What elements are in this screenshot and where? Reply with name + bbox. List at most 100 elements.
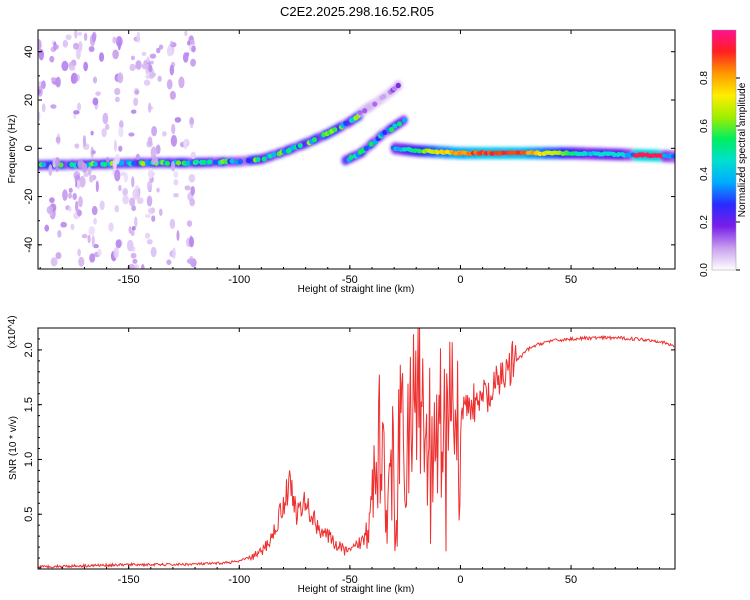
noise-speck [130,55,135,61]
noise-speck [141,51,147,56]
feature-blob [119,160,125,166]
feature-blob [193,159,200,165]
feature-blob [362,108,368,114]
figure-title: C2E2.2025.298.16.52.R05 [280,4,434,19]
noise-speck [143,60,147,66]
noise-speck [93,217,97,225]
noise-speck [118,145,123,152]
feature-blob [363,145,369,152]
noise-speck [156,47,161,54]
noise-speck [75,200,79,213]
noise-speck [41,80,46,90]
feature-blob [396,121,403,127]
noise-speck [144,213,151,218]
feature-blob [372,101,378,107]
y-tick-label: 1.0 [23,452,35,467]
noise-speck [150,246,157,258]
noise-speck [189,198,195,207]
feature-blob [146,160,152,166]
noise-speck [87,166,92,176]
noise-speck [171,123,176,135]
noise-speck [151,126,158,137]
feature-blob [281,148,287,155]
feature-lower-branch [341,115,408,166]
spectrogram-y-axis-label: Frequency (Hz) [7,115,18,184]
noise-speck [176,230,180,242]
colorbar-tick-label: 0.8 [699,71,710,85]
feature-blob [311,137,318,143]
x-tick-label: -50 [342,274,358,286]
noise-speck [72,192,77,200]
feature-blob [255,156,261,163]
noise-speck [115,36,123,47]
x-tick-label: 0 [457,574,463,586]
noise-speck [76,179,81,190]
noise-speck [114,169,121,182]
feature-blob [392,123,398,129]
noise-speck [169,90,176,100]
noise-speck [158,44,164,50]
colorbar-tick-label: 0.4 [699,167,710,181]
feature-blob [237,158,243,165]
colorbar-frame [711,29,737,271]
noise-speck [134,216,138,228]
feature-core [346,117,408,163]
noise-speck [188,236,195,248]
noise-speck [68,192,72,199]
noise-speck [166,46,173,57]
snr-plot-area [38,328,675,569]
feature-blob [402,147,408,152]
noise-speck [83,172,89,178]
noise-speck [170,134,178,147]
noise-speck [166,259,172,266]
noise-speck [82,135,87,147]
noise-speck [190,186,195,196]
noise-speck [73,42,79,50]
noise-speck [54,157,61,167]
noise-speck [95,180,99,193]
noise-speck [91,205,98,216]
noise-speck [119,120,124,129]
noise-speck [91,32,97,43]
feature-blob [434,150,440,155]
feature-blob [640,152,646,157]
noise-speck [128,226,132,234]
noise-speck [76,102,82,111]
noise-speck [73,110,80,115]
feature-blob [131,160,137,166]
noise-speck [146,195,153,207]
noise-speck [60,221,67,228]
x-tick-label: 0 [457,274,463,286]
noise-speck [57,230,62,238]
noise-speck [83,61,89,72]
noise-speck [140,263,145,269]
noise-speck [131,176,135,188]
noise-speck [70,72,78,84]
feature-upper-faint-branch [356,80,403,118]
noise-speck [151,157,159,165]
noise-speck [106,157,110,163]
noise-speck [83,32,88,41]
feature-blob [212,159,219,165]
noise-speck [151,215,156,222]
snr-series-line [38,328,675,569]
noise-speck [61,60,69,72]
noise-speck [78,41,83,52]
noise-speck [143,79,151,86]
noise-speck [99,52,105,62]
feature-blob [395,82,401,89]
noise-speck [156,187,160,193]
feature-blob [102,161,108,167]
x-tick-label: -100 [228,274,250,286]
noise-speck [114,96,120,103]
snr-x-axis-label: Height of straight line (km) [298,584,415,595]
noise-speck [69,65,76,71]
x-tick-label: -100 [228,574,250,586]
noise-speck [136,31,141,43]
noise-speck [133,97,139,107]
noise-speck [73,113,77,120]
x-tick-label: -150 [118,274,140,286]
noise-speck [113,139,118,152]
snr-y-multiplier: (x10^4) [7,315,18,348]
noise-speck [114,205,120,213]
